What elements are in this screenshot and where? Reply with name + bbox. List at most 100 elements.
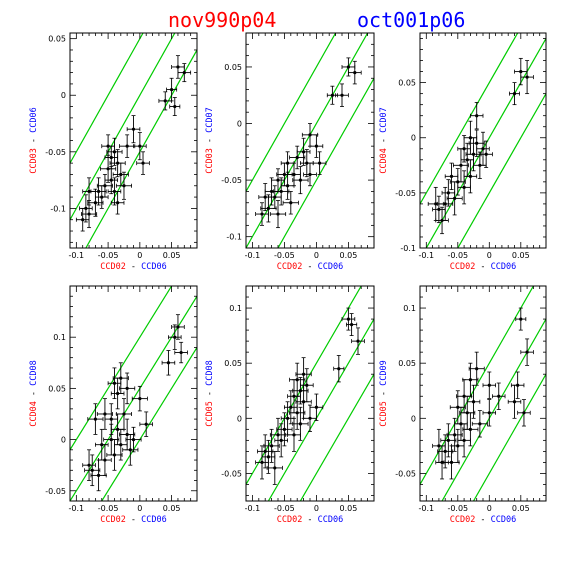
y-tick-label: -0.1 — [400, 244, 416, 253]
data-point — [292, 166, 309, 195]
data-point — [171, 55, 185, 79]
data-point — [435, 445, 449, 480]
scatter-panel-5: -0.1 -0.05 0 0.05 -0.05 0 0.05 0.1 CCD02 - CCD06… — [205, 285, 375, 525]
data-point — [312, 151, 327, 175]
y-axis-title-a: CCD05 — [379, 401, 389, 427]
x-axis-title-b: CCD06 — [491, 515, 517, 525]
data-point — [260, 194, 277, 223]
y-axis-title-a: CCD04 — [379, 148, 389, 174]
data-point — [276, 412, 293, 447]
data-point — [255, 445, 269, 480]
x-tick-label: 0 — [137, 251, 142, 260]
data-point — [347, 60, 362, 85]
x-tick-label: -0.1 — [69, 251, 85, 260]
y-tick-label: 0.05 — [224, 63, 242, 72]
data-point — [136, 151, 150, 175]
x-axis-title: CCD02 - CCD06 — [277, 262, 344, 272]
fit-line-3 — [472, 373, 546, 501]
data-point — [469, 102, 484, 130]
data-point — [131, 385, 148, 412]
x-axis-title: CCD02 - CCD06 — [450, 262, 517, 272]
y-axis-title-a: CCD04 — [29, 401, 39, 427]
fit-line-3 — [299, 373, 374, 501]
data-point — [95, 185, 109, 209]
x-axis-title-b: CCD06 — [491, 262, 517, 272]
y-axis-title: CCD03 - CCD07 — [205, 107, 215, 174]
y-tick-label: 0 — [237, 414, 242, 423]
data-point — [309, 393, 324, 421]
y-tick-label: -0.1 — [50, 204, 66, 213]
y-tick-label: -0.05 — [221, 469, 242, 478]
x-tick-label: 0 — [487, 504, 492, 513]
x-tick-label: 0.05 — [339, 251, 357, 260]
data-point — [125, 426, 142, 453]
x-axis-title-a: CCD02 — [277, 262, 303, 272]
fit-line-3 — [277, 77, 374, 248]
y-axis-title-a: CCD03 — [205, 148, 215, 174]
y-tick-label: 0.05 — [48, 35, 66, 44]
data-point — [514, 57, 528, 86]
data-point — [471, 410, 488, 438]
data-point — [82, 449, 96, 481]
data-point — [346, 313, 358, 337]
data-point — [289, 362, 306, 397]
data-point — [479, 140, 493, 168]
data-point — [303, 404, 317, 432]
x-axis-title-a: CCD02 — [450, 262, 476, 272]
data-point — [139, 411, 153, 437]
fit-line-3 — [85, 49, 197, 248]
data-point — [333, 355, 345, 383]
x-axis-title: CCD02 - CCD06 — [450, 515, 517, 525]
data-point — [427, 186, 444, 221]
x-tick-label: -0.05 — [274, 251, 295, 260]
data-point — [457, 170, 471, 205]
data-point — [303, 162, 317, 187]
y-tick-label: 0.1 — [229, 304, 242, 313]
data-point — [255, 202, 269, 226]
data-point — [106, 137, 123, 166]
y-tick-label: 0.05 — [398, 79, 416, 88]
y-tick-label: -0.05 — [221, 176, 242, 185]
data-point — [296, 137, 311, 166]
data-point — [84, 454, 101, 487]
data-point — [115, 171, 132, 200]
data-point — [81, 200, 98, 229]
data-point — [282, 191, 299, 215]
x-tick-label: 0 — [314, 504, 319, 513]
y-axis-title-b: CCD07 — [205, 107, 215, 133]
fit-line-1 — [246, 33, 337, 192]
y-tick-label: 0 — [411, 134, 416, 143]
data-point — [90, 459, 107, 492]
y-axis-title: CCD04 - CCD07 — [379, 107, 389, 174]
data-point — [457, 135, 471, 163]
data-point — [492, 382, 506, 410]
data-point — [266, 450, 283, 485]
data-point — [87, 188, 104, 217]
data-point — [112, 162, 129, 187]
x-tick-label: 0.05 — [163, 251, 181, 260]
data-point — [509, 82, 520, 106]
y-tick-label: 0.05 — [224, 359, 242, 368]
x-tick-label: 0 — [314, 251, 319, 260]
x-tick-label: 0.05 — [339, 504, 357, 513]
x-tick-label: -0.05 — [447, 504, 468, 513]
fit-line-1 — [420, 286, 535, 485]
data-point — [122, 434, 139, 466]
data-point — [457, 423, 471, 458]
data-point — [274, 423, 289, 458]
data-point — [289, 145, 306, 170]
data-point — [110, 191, 125, 215]
x-tick-label: 0.05 — [163, 504, 181, 513]
data-point — [169, 97, 181, 117]
x-axis-title-a: CCD02 — [450, 515, 476, 525]
data-point — [87, 403, 104, 435]
x-tick-label: 0.05 — [512, 251, 530, 260]
y-axis-title-b: CCD07 — [379, 107, 389, 133]
data-point — [258, 183, 273, 212]
data-point — [161, 350, 176, 376]
data-point — [158, 91, 173, 111]
data-point — [510, 371, 525, 399]
scatter-panel-1: -0.1 -0.05 0 0.05 -0.1 -0.05 0 0.05 CCD02 - CCD0… — [29, 32, 198, 272]
